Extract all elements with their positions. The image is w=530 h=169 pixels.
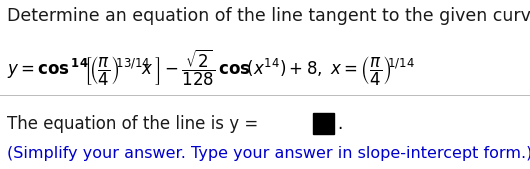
Text: The equation of the line is y =: The equation of the line is y =: [7, 115, 263, 133]
Text: (Simplify your answer. Type your answer in slope-intercept form.): (Simplify your answer. Type your answer …: [7, 146, 530, 161]
Text: $y = \mathbf{cos}^{\,\mathbf{14}}\!\left[\!\left(\dfrac{\pi}{4}\right)^{\!\!13/1: $y = \mathbf{cos}^{\,\mathbf{14}}\!\left…: [7, 47, 415, 88]
Text: Determine an equation of the line tangent to the given curve at the given point.: Determine an equation of the line tangen…: [7, 7, 530, 25]
Text: .: .: [337, 115, 342, 133]
FancyBboxPatch shape: [313, 113, 334, 134]
